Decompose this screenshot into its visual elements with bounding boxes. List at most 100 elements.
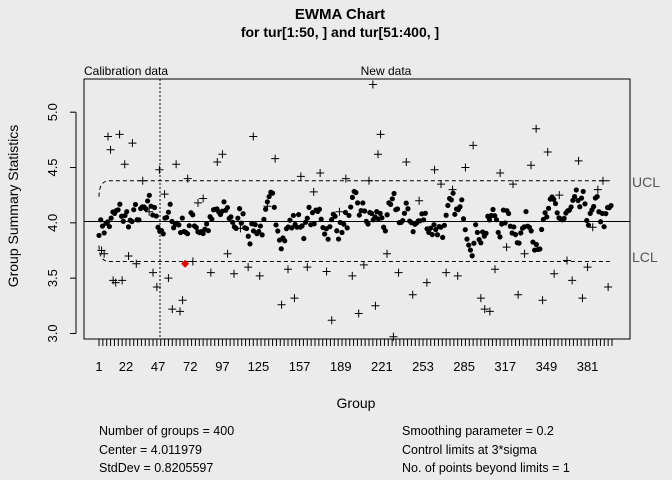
data-point-cross bbox=[249, 132, 258, 141]
ewma-point bbox=[155, 224, 161, 230]
data-point-cross bbox=[485, 307, 494, 316]
data-point-cross bbox=[303, 263, 312, 272]
ewma-point bbox=[388, 201, 394, 207]
ewma-point bbox=[252, 222, 258, 228]
ewma-point bbox=[457, 204, 463, 210]
stat-beyond: No. of points beyond limits = 1 bbox=[402, 461, 570, 475]
ewma-point bbox=[448, 197, 454, 203]
data-point-cross bbox=[480, 305, 489, 314]
data-point-cross bbox=[271, 154, 280, 163]
y-tick-label: 3.5 bbox=[45, 269, 60, 287]
data-point-cross bbox=[359, 260, 368, 269]
data-point-cross bbox=[442, 268, 451, 277]
data-point-cross bbox=[145, 207, 154, 216]
stat-smoothing: Smoothing parameter = 0.2 bbox=[402, 424, 554, 438]
ewma-point bbox=[368, 210, 375, 217]
ewma-point bbox=[573, 187, 579, 193]
data-point-cross bbox=[309, 187, 318, 196]
ewma-point bbox=[434, 232, 441, 238]
x-tick-label: 317 bbox=[494, 359, 516, 374]
ewma-point bbox=[117, 201, 123, 207]
x-tick-label: 1 bbox=[95, 359, 102, 374]
ewma-point bbox=[322, 231, 328, 237]
ewma-point bbox=[275, 228, 281, 234]
ewma-point bbox=[120, 218, 126, 224]
x-tick-label: 349 bbox=[536, 359, 558, 374]
data-point-cross bbox=[341, 174, 350, 183]
ewma-point bbox=[145, 198, 151, 204]
ewma-point bbox=[184, 231, 191, 237]
ewma-point bbox=[601, 224, 607, 230]
ewma-point bbox=[339, 229, 345, 236]
data-point-cross bbox=[527, 161, 535, 170]
ewma-point bbox=[98, 217, 104, 223]
x-tick-label: 221 bbox=[371, 359, 393, 374]
ewma-point bbox=[584, 217, 590, 224]
new-data-label: New data bbox=[361, 64, 412, 78]
ewma-point bbox=[301, 235, 307, 242]
data-point-cross bbox=[415, 196, 424, 205]
ewma-point bbox=[603, 211, 609, 217]
data-point-cross bbox=[199, 194, 208, 203]
ewma-point bbox=[115, 207, 121, 213]
data-point-cross bbox=[120, 160, 129, 169]
ewma-point bbox=[490, 206, 496, 213]
data-point-cross bbox=[509, 180, 517, 189]
ewma-point bbox=[420, 217, 427, 223]
ewma-point bbox=[316, 206, 323, 212]
data-point-cross bbox=[230, 269, 238, 278]
ewma-point bbox=[486, 217, 493, 223]
ewma-point bbox=[289, 225, 295, 231]
x-tick-label: 125 bbox=[248, 359, 270, 374]
data-point-cross bbox=[365, 176, 373, 185]
ewma-point bbox=[176, 222, 182, 228]
ewma-point bbox=[462, 227, 468, 233]
ewma-point bbox=[290, 212, 296, 219]
ewma-point bbox=[136, 217, 142, 223]
stat-center: Center = 4.011979 bbox=[99, 443, 202, 457]
ewma-point bbox=[464, 236, 470, 242]
ewma-point bbox=[585, 222, 592, 228]
data-point-cross bbox=[104, 132, 112, 141]
data-point-cross bbox=[160, 190, 169, 199]
lcl-label: LCL bbox=[632, 249, 658, 265]
ewma-point bbox=[427, 225, 434, 231]
ewma-point bbox=[460, 216, 467, 222]
ewma-point bbox=[299, 223, 305, 229]
ewma-point bbox=[441, 222, 448, 228]
ewma-point bbox=[473, 222, 479, 228]
data-point-cross bbox=[183, 174, 192, 183]
ewma-point bbox=[389, 196, 395, 202]
y-tick-label: 5.0 bbox=[45, 103, 60, 121]
ewma-point bbox=[400, 217, 406, 224]
data-point-cross bbox=[368, 80, 377, 89]
ewma-point bbox=[353, 189, 359, 196]
ewma-point bbox=[452, 211, 458, 217]
ewma-point bbox=[471, 240, 477, 246]
ewma-point bbox=[511, 224, 517, 230]
data-point-cross bbox=[437, 180, 445, 189]
ewma-point bbox=[108, 215, 114, 221]
data-point-cross bbox=[514, 290, 523, 299]
ewma-point bbox=[143, 206, 149, 212]
data-point-cross bbox=[322, 267, 331, 276]
data-point-cross bbox=[138, 176, 147, 185]
data-point-cross bbox=[296, 172, 305, 181]
x-tick-label: 253 bbox=[412, 359, 434, 374]
data-point-cross bbox=[543, 148, 552, 157]
data-point-cross bbox=[469, 141, 478, 150]
data-point-cross bbox=[348, 271, 357, 280]
x-tick-label: 381 bbox=[577, 359, 599, 374]
data-point-cross bbox=[164, 274, 173, 283]
data-point-cross bbox=[422, 278, 431, 287]
ewma-point bbox=[342, 209, 349, 216]
ewma-point bbox=[273, 222, 279, 228]
x-tick-label: 47 bbox=[151, 359, 165, 374]
ewma-point bbox=[537, 246, 543, 252]
ewma-point bbox=[379, 215, 385, 221]
ewma-point bbox=[304, 215, 310, 221]
ewma-point bbox=[401, 210, 408, 216]
ewma-point bbox=[164, 214, 170, 221]
ewma-point bbox=[165, 209, 172, 215]
data-point-cross bbox=[132, 259, 141, 268]
